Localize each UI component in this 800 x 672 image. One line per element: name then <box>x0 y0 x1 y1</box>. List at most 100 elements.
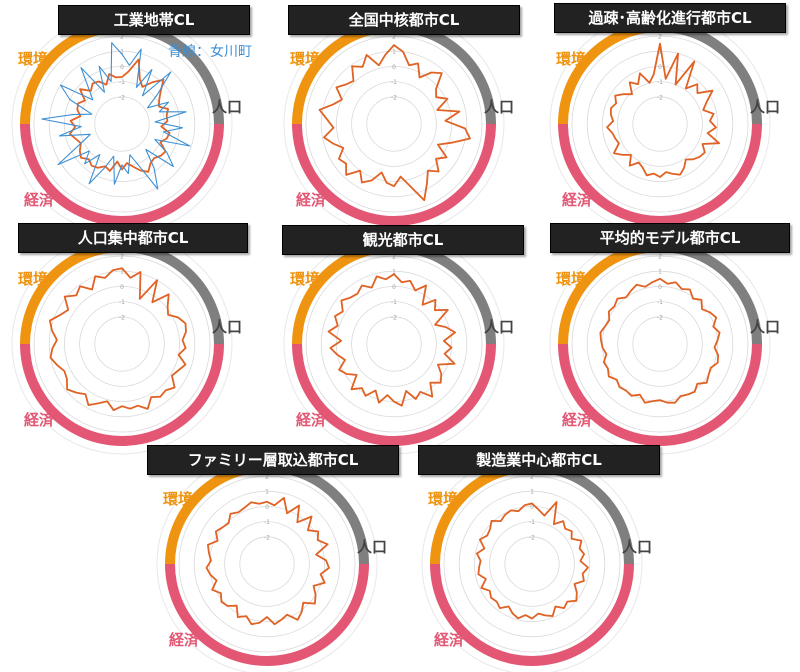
tick-label: 1 <box>530 489 534 496</box>
highlight-series-line <box>41 42 191 190</box>
grid-circle <box>571 35 749 213</box>
radar-panel-1: 2 1 0 -1 -2 環境 人口 経済 青線：女川町 工業地帯CL <box>0 0 260 235</box>
grid-circle <box>193 490 341 638</box>
panel-title: 人口集中都市CL <box>18 223 248 253</box>
grid-circle <box>178 475 356 653</box>
label-environment: 環境 <box>18 50 48 68</box>
panel-title: 全国中核都市CL <box>288 5 520 35</box>
tick-label: -2 <box>529 534 535 541</box>
grid-circle <box>33 35 211 213</box>
tick-label: 1 <box>265 489 269 496</box>
label-economy: 経済 <box>562 191 593 209</box>
label-economy: 経済 <box>169 631 200 649</box>
label-population: 人口 <box>357 538 387 556</box>
series-line <box>49 267 187 412</box>
grid-circle <box>586 270 734 418</box>
tick-label: 1 <box>658 49 662 56</box>
tick-label: 0 <box>265 504 269 511</box>
radar-panel-7: 2 1 0 -1 -2 環境人口経済 ファミリー層取込都市CL <box>145 440 405 672</box>
tick-label: -1 <box>657 299 663 306</box>
tick-label: -1 <box>264 519 270 526</box>
tick-label: 0 <box>120 284 124 291</box>
grid-circle <box>305 35 483 213</box>
label-population: 人口 <box>212 98 242 116</box>
grid-circle <box>586 50 734 198</box>
grid-circle <box>474 506 590 622</box>
tick-label: -2 <box>391 314 397 321</box>
tick-label: 2 <box>120 34 124 41</box>
panel-title: ファミリー層取込都市CL <box>147 445 399 475</box>
label-population: 人口 <box>484 98 514 116</box>
label-environment: 環境 <box>18 270 48 288</box>
series-line <box>599 277 721 404</box>
grid-circle <box>94 96 150 152</box>
tick-label: 2 <box>120 254 124 261</box>
grid-circle <box>320 270 468 418</box>
grid-circle <box>239 536 295 592</box>
grid-circle <box>366 96 422 152</box>
radar-panel-6: 2 1 0 -1 -2 環境 人口 経済 平均的モデル都市CL <box>538 220 798 455</box>
grid-circle <box>617 81 703 167</box>
tick-label: -1 <box>391 79 397 86</box>
grid-circle <box>602 66 718 182</box>
tick-label: 0 <box>658 284 662 291</box>
series-line <box>327 273 457 407</box>
label-economy: 経済 <box>296 191 327 209</box>
grid-circle <box>632 96 688 152</box>
tick-label: -2 <box>264 534 270 541</box>
radar-panel-3: 2 1 0 -1 -2 環境 人口 経済 過疎･高齢化進行都市CL <box>538 0 798 235</box>
tick-label: -2 <box>657 94 663 101</box>
grid-circle <box>504 536 560 592</box>
label-economy: 経済 <box>562 411 593 429</box>
tick-label: 2 <box>658 254 662 261</box>
label-economy: 経済 <box>434 631 465 649</box>
label-population: 人口 <box>750 318 780 336</box>
tick-label: 1 <box>120 269 124 276</box>
series-line <box>606 42 721 178</box>
grid-circle <box>305 255 483 433</box>
label-environment: 環境 <box>290 270 320 288</box>
radar-panel-2: 2 1 0 -1 -2 環境 人口 経済 全国中核都市CL <box>272 0 532 235</box>
series-line <box>205 497 330 626</box>
grid-circle <box>458 490 606 638</box>
radar-panel-5: 2 1 0 -1 -2 環境 人口 経済 観光都市CL <box>272 220 532 455</box>
tick-label: -2 <box>391 94 397 101</box>
tick-label: 1 <box>120 49 124 56</box>
tick-label: 0 <box>530 504 534 511</box>
tick-label: -1 <box>119 79 125 86</box>
tick-label: -1 <box>657 79 663 86</box>
panel-title: 過疎･高齢化進行都市CL <box>554 3 786 33</box>
tick-label: 2 <box>265 474 269 481</box>
tick-label: 0 <box>392 64 396 71</box>
grid-circle <box>366 316 422 372</box>
series-line <box>69 58 171 173</box>
label-population: 人口 <box>622 538 652 556</box>
tick-label: -1 <box>529 519 535 526</box>
radar-panel-4: 2 1 0 -1 -2 環境 人口 経済 人口集中都市CL <box>0 220 260 455</box>
label-environment: 環境 <box>163 490 193 508</box>
grid-circle <box>351 81 437 167</box>
tick-label: -1 <box>391 299 397 306</box>
panel-title: 工業地帯CL <box>58 5 250 35</box>
tick-label: -1 <box>119 299 125 306</box>
grid-circle <box>64 66 180 182</box>
panel-title: 平均的モデル都市CL <box>550 223 790 253</box>
series-line <box>318 44 471 202</box>
tick-label: 0 <box>392 284 396 291</box>
grid-circle <box>79 301 165 387</box>
label-economy: 経済 <box>24 411 55 429</box>
label-economy: 経済 <box>24 191 55 209</box>
grid-circle <box>64 286 180 402</box>
grid-circle <box>571 255 749 433</box>
series-line <box>476 501 589 620</box>
tick-label: 0 <box>658 64 662 71</box>
tick-label: 2 <box>392 254 396 261</box>
label-environment: 環境 <box>290 50 320 68</box>
grid-circle <box>48 270 196 418</box>
label-environment: 環境 <box>428 490 458 508</box>
label-environment: 環境 <box>556 50 586 68</box>
label-population: 人口 <box>212 318 242 336</box>
